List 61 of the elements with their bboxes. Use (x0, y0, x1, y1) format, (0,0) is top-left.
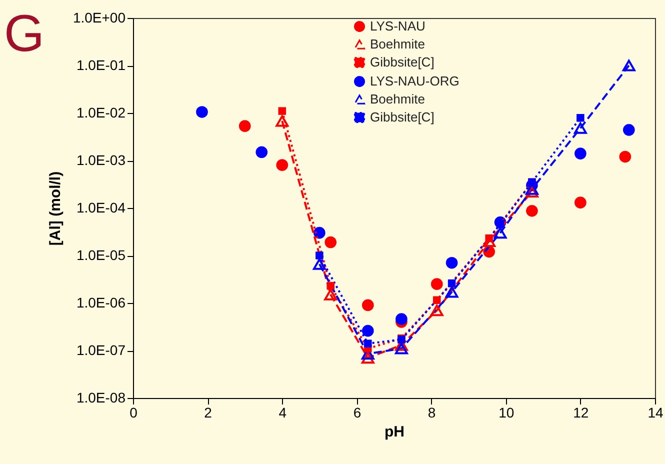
point (446, 256, 458, 269)
point (196, 106, 208, 118)
legend-label: Boehmite (370, 92, 425, 106)
point (361, 352, 374, 364)
point (324, 288, 338, 300)
point (619, 150, 632, 163)
y-tick-label: 1.0E+00 (72, 10, 126, 26)
legend-label: Boehmite (370, 36, 425, 52)
point (276, 159, 288, 172)
x-axis-title: pH (384, 424, 404, 440)
x-tick-label: 6 (353, 404, 362, 420)
x-tick-label: 14 (648, 404, 664, 420)
point (526, 204, 538, 217)
point (430, 278, 443, 290)
legend-label: LYS-NAU (370, 18, 426, 34)
point (448, 279, 456, 288)
y-tick-label: 1.0E-04 (76, 200, 126, 216)
x-tick-label: 10 (498, 404, 514, 420)
point (278, 107, 286, 115)
point (314, 226, 326, 239)
x-tick-label: 0 (130, 404, 138, 420)
point (430, 304, 444, 316)
point (485, 234, 493, 242)
y-tick-label: 1.0E-07 (76, 342, 126, 358)
point (276, 115, 289, 127)
point (394, 342, 408, 354)
point (574, 122, 587, 134)
point (396, 313, 408, 325)
point (576, 114, 584, 122)
y-tick-label: 1.0E-08 (76, 390, 126, 406)
y-tick-label: 1.0E-06 (76, 294, 126, 310)
x-tick-label: 2 (204, 404, 212, 420)
point (574, 196, 586, 208)
x-tick-label: 4 (278, 404, 287, 420)
legend-label: LYS-NAU-ORG (370, 74, 460, 88)
point (316, 252, 324, 260)
y-tick-label: 1.0E-02 (76, 104, 126, 120)
x-tick-label: 8 (428, 404, 436, 420)
y-tick-label: 1.0E-01 (76, 57, 126, 73)
point (362, 324, 374, 337)
y-tick-label: 1.0E-05 (76, 247, 126, 263)
point (324, 236, 337, 248)
legend-label: Gibbsite[C] (370, 110, 434, 124)
point (326, 282, 334, 290)
point (362, 299, 374, 312)
point (525, 186, 538, 198)
x-tick-label: 12 (573, 404, 589, 420)
point (364, 340, 372, 348)
y-tick-label: 1.0E-03 (76, 152, 126, 168)
point (574, 148, 586, 160)
point (238, 120, 251, 132)
point (494, 227, 507, 239)
point (312, 258, 326, 270)
point (622, 124, 635, 136)
point (256, 146, 268, 158)
text: G (4, 4, 44, 64)
point (622, 60, 636, 72)
point (445, 286, 458, 298)
legend-label: Gibbsite[C] (370, 54, 434, 70)
y-axis-title: [Al] (mol/l) (46, 171, 64, 246)
point (433, 296, 441, 304)
